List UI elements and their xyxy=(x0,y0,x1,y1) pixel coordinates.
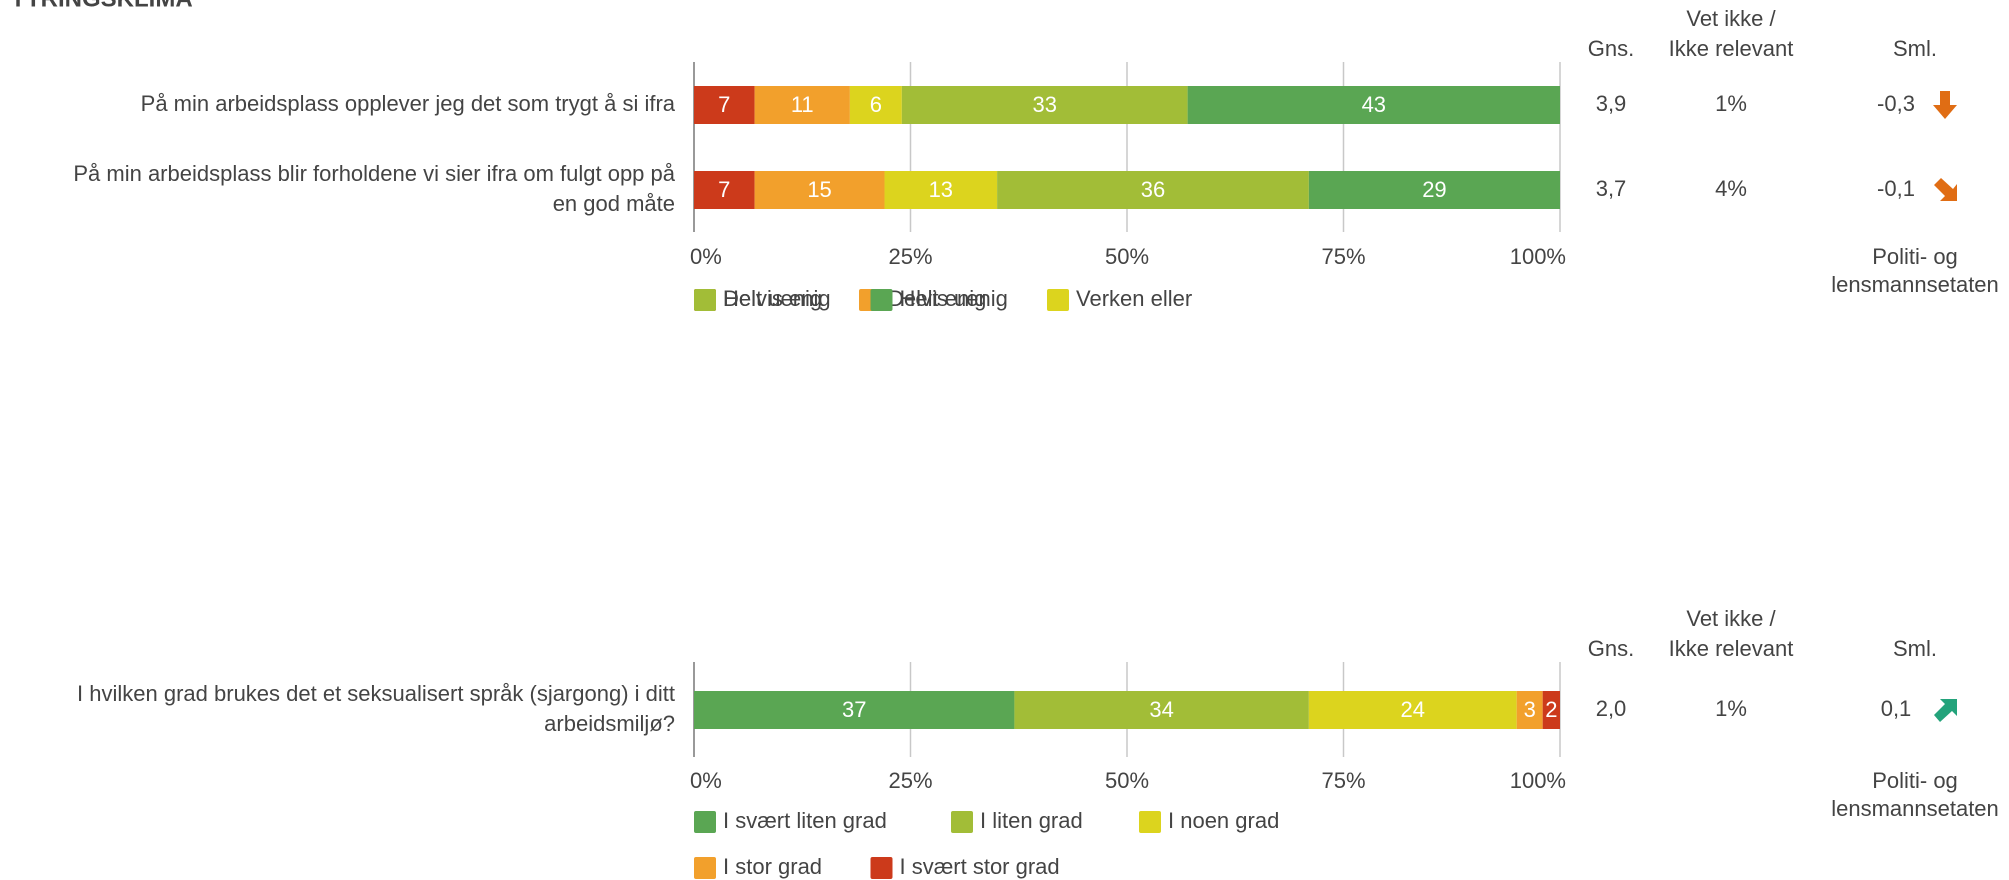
chart2-legend-swatch xyxy=(1139,811,1161,833)
arrow-down-icon xyxy=(1933,91,1957,119)
chart1-legend-label: Helt enig xyxy=(900,286,987,311)
chart2-bar-segment xyxy=(1516,691,1543,729)
chart2-data-label: 34 xyxy=(1149,697,1173,722)
chart2-legend-swatch xyxy=(870,857,893,879)
chart1-legend-label: Helt uenig xyxy=(723,286,822,311)
chart1-data-label: 7 xyxy=(718,92,730,117)
chart1-avg-value: 3,7 xyxy=(1596,176,1627,201)
chart2-data-label: 24 xyxy=(1401,697,1425,722)
chart1-bar-segment xyxy=(884,171,998,209)
chart1-dontknow-header: Vet ikke / xyxy=(1686,6,1776,31)
chart1-data-label: 43 xyxy=(1362,92,1386,117)
chart1-data-label: 36 xyxy=(1141,177,1165,202)
chart1-category-label: På min arbeidsplass opplever jeg det som… xyxy=(141,91,676,116)
chart2-tick-label: 0% xyxy=(690,768,722,793)
chart1-dontknow-value: 1% xyxy=(1715,91,1747,116)
chart2-bar-segment xyxy=(1542,691,1560,729)
chart2-tick-label: 25% xyxy=(888,768,932,793)
chart1-bar-segment xyxy=(754,86,850,124)
chart1-category-label: en god måte xyxy=(553,191,675,216)
chart1-data-label: 6 xyxy=(870,92,882,117)
chart2-bar-segment xyxy=(694,691,1015,729)
chart2-bar-segment xyxy=(1308,691,1517,729)
chart1-data-label: 7 xyxy=(718,177,730,202)
chart1-legend-swatch xyxy=(1047,289,1069,311)
chart1-cmp-footer: lensmannsetaten xyxy=(1831,272,1999,297)
chart2-tick-label: 75% xyxy=(1321,768,1365,793)
chart2-category-label: I hvilken grad brukes det et seksualiser… xyxy=(77,681,675,706)
chart1-tick-label: 75% xyxy=(1321,244,1365,269)
chart1-tick-label: 50% xyxy=(1105,244,1149,269)
chart1-cmp-footer: Politi- og xyxy=(1872,244,1958,269)
chart1-bar-segment xyxy=(849,86,902,124)
chart1-dontknow-header: Ikke relevant xyxy=(1669,36,1794,61)
chart2-legend-swatch xyxy=(694,811,716,833)
chart2-bar-segment xyxy=(1014,691,1309,729)
chart1-legend-label: Delvis uenig xyxy=(888,286,1008,311)
chart2-data-label: 2 xyxy=(1545,697,1557,722)
chart2-dontknow-header: Vet ikke / xyxy=(1686,606,1776,631)
chart2-avg-header: Gns. xyxy=(1588,636,1634,661)
chart2-avg-value: 2,0 xyxy=(1596,696,1627,721)
chart2-cmp-footer: lensmannsetaten xyxy=(1831,796,1999,821)
chart1-bar-segment xyxy=(754,171,885,209)
chart1-bar-segment xyxy=(997,171,1309,209)
chart1-data-label: 13 xyxy=(929,177,953,202)
chart2-legend-swatch xyxy=(951,811,973,833)
chart1-bar-segment xyxy=(694,171,755,209)
chart1-bar-segment xyxy=(901,86,1188,124)
chart1-bar-segment xyxy=(1308,171,1560,209)
chart1-legend-swatch xyxy=(870,289,893,311)
chart2-dontknow-header: Ikke relevant xyxy=(1669,636,1794,661)
chart1-cmp-value: -0,3 xyxy=(1877,91,1915,116)
chart2-data-label: 37 xyxy=(842,697,866,722)
chart2-legend-swatch xyxy=(694,857,716,879)
chart1-tick-label: 25% xyxy=(888,244,932,269)
chart2-cmp-value: 0,1 xyxy=(1881,696,1912,721)
chart2-cmp-footer: Politi- og xyxy=(1872,768,1958,793)
chart2-legend-label: I svært liten grad xyxy=(723,808,887,833)
chart1-data-label: 33 xyxy=(1032,92,1056,117)
chart2-tick-label: 50% xyxy=(1105,768,1149,793)
chart1-legend-label: Delvis enig xyxy=(723,286,831,311)
chart1-avg-value: 3,9 xyxy=(1596,91,1627,116)
chart2-tick-label: 100% xyxy=(1510,768,1566,793)
chart2-legend-label: I stor grad xyxy=(723,854,822,879)
chart2-legend-label: I noen grad xyxy=(1168,808,1279,833)
section-title: YTRINGSKLIMA xyxy=(10,0,193,12)
chart1-avg-header: Gns. xyxy=(1588,36,1634,61)
chart1-legend-swatch xyxy=(694,289,716,311)
chart1-tick-label: 0% xyxy=(690,244,722,269)
chart2-legend-label: I svært stor grad xyxy=(900,854,1060,879)
chart1-bar-segment xyxy=(694,86,755,124)
chart1-data-label: 11 xyxy=(791,92,814,117)
chart2-dontknow-value: 1% xyxy=(1715,696,1747,721)
chart2-cmp-header: Sml. xyxy=(1893,636,1937,661)
chart2-legend-label: I liten grad xyxy=(980,808,1083,833)
arrow-down-icon xyxy=(1934,178,1957,201)
chart1-data-label: 29 xyxy=(1422,177,1446,202)
chart1-category-label: På min arbeidsplass blir forholdene vi s… xyxy=(73,161,675,186)
chart1-cmp-value: -0,1 xyxy=(1877,176,1915,201)
chart1-cmp-header: Sml. xyxy=(1893,36,1937,61)
chart1-dontknow-value: 4% xyxy=(1715,176,1747,201)
chart1-legend-label: Verken eller xyxy=(1076,286,1192,311)
chart2-category-label: arbeidsmiljø? xyxy=(544,711,675,736)
arrow-up-icon xyxy=(1934,699,1957,722)
chart1-data-label: 15 xyxy=(807,177,831,202)
chart1-tick-label: 100% xyxy=(1510,244,1566,269)
chart1-bar-segment xyxy=(1187,86,1560,124)
chart2-data-label: 3 xyxy=(1524,697,1536,722)
